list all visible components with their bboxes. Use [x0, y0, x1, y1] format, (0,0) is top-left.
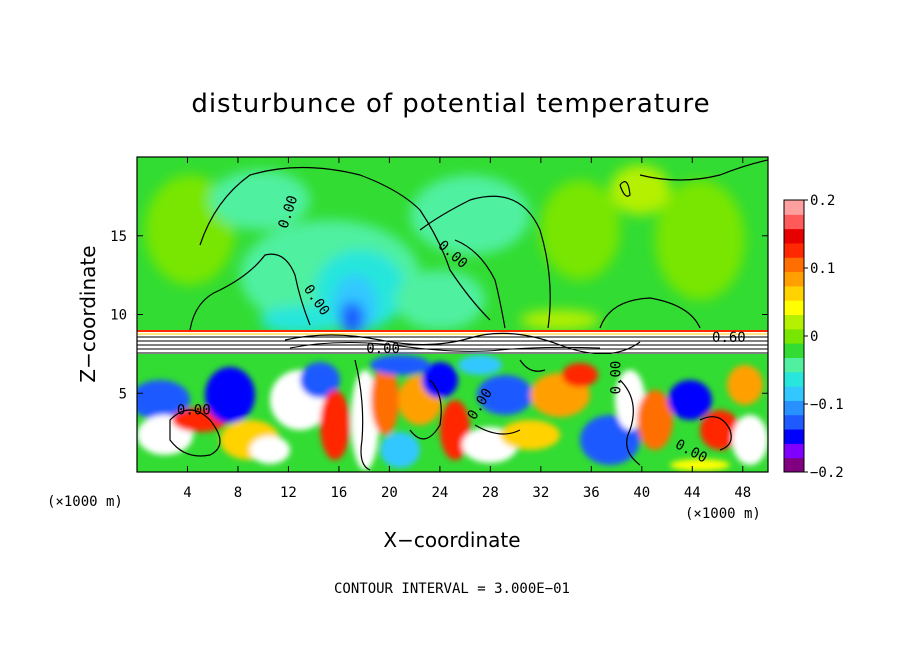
colorbar-swatch: [784, 314, 804, 330]
y-tick-label: 15: [110, 229, 127, 245]
colorbar-swatch: [784, 343, 804, 358]
colorbar-swatch: [784, 414, 804, 430]
chart-title: disturbunce of potential temperature: [191, 89, 710, 119]
x-tick-label: 24: [431, 485, 448, 501]
y-tick-label: 10: [110, 308, 127, 324]
colorbar: [784, 200, 804, 473]
colorbar-tick-label: 0.2: [810, 193, 835, 209]
colorbar-swatch: [784, 242, 804, 258]
colorbar-swatch: [784, 228, 804, 244]
heatmap-lower-blobs: [137, 355, 768, 471]
y-tick-label: 5: [119, 386, 127, 402]
contour-interval: CONTOUR INTERVAL = 3.000E−01: [334, 581, 570, 597]
colorbar-swatch: [784, 357, 804, 373]
contour-label: 0.00: [609, 361, 625, 395]
x-tick-label: 8: [234, 485, 242, 501]
colorbar-swatch: [784, 371, 804, 387]
x-axis-label: X−coordinate: [383, 528, 520, 552]
colorbar-ticks: 0.2 0.1 0 −0.1 −0.2: [804, 193, 844, 481]
x-tick-label: 40: [633, 485, 650, 501]
contour-label: 0.60: [712, 330, 746, 346]
heatmap-upper-blobs: [145, 165, 745, 335]
colorbar-swatch: [784, 200, 804, 215]
colorbar-tick-label: 0.1: [810, 261, 835, 277]
x-unit-left: (×1000 m): [47, 494, 123, 510]
x-tick-label: 16: [330, 485, 347, 501]
contour-label: 0.00: [177, 403, 211, 419]
colorbar-tick-label: 0: [810, 329, 818, 345]
contour-label: 0.00: [366, 341, 400, 357]
colorbar-swatch: [784, 457, 804, 473]
colorbar-swatch: [784, 429, 804, 444]
colorbar-tick-label: −0.1: [810, 397, 844, 413]
x-tick-label: 32: [532, 485, 549, 501]
x-tick-label: 44: [684, 485, 701, 501]
x-axis-ticks: 4 8 12 16 20 24 28 32 36 40 44 48: [183, 157, 751, 501]
x-tick-label: 36: [583, 485, 600, 501]
contour-lines: [169, 159, 768, 471]
x-tick-label: 12: [280, 485, 297, 501]
heatmap-plot-area: 0.000.000.000.600.000.00 0.000.000.00: [137, 157, 768, 472]
colorbar-swatch: [784, 214, 804, 230]
y-axis-label: Z−coordinate: [76, 245, 100, 382]
colorbar-swatch: [784, 386, 804, 401]
x-tick-label: 20: [381, 485, 398, 501]
colorbar-swatch: [784, 271, 804, 287]
x-tick-label: 28: [482, 485, 499, 501]
x-tick-label: 4: [183, 485, 191, 501]
colorbar-swatch: [784, 300, 804, 316]
colorbar-tick-label: −0.2: [810, 465, 844, 481]
colorbar-swatch: [784, 443, 804, 459]
colorbar-swatch: [784, 285, 804, 301]
colorbar-swatch: [784, 328, 804, 344]
y-axis-ticks: 5 10 15: [110, 229, 768, 402]
x-tick-label: 48: [734, 485, 751, 501]
colorbar-swatch: [784, 400, 804, 416]
x-unit-right: (×1000 m): [685, 506, 761, 522]
colorbar-swatch: [784, 257, 804, 273]
